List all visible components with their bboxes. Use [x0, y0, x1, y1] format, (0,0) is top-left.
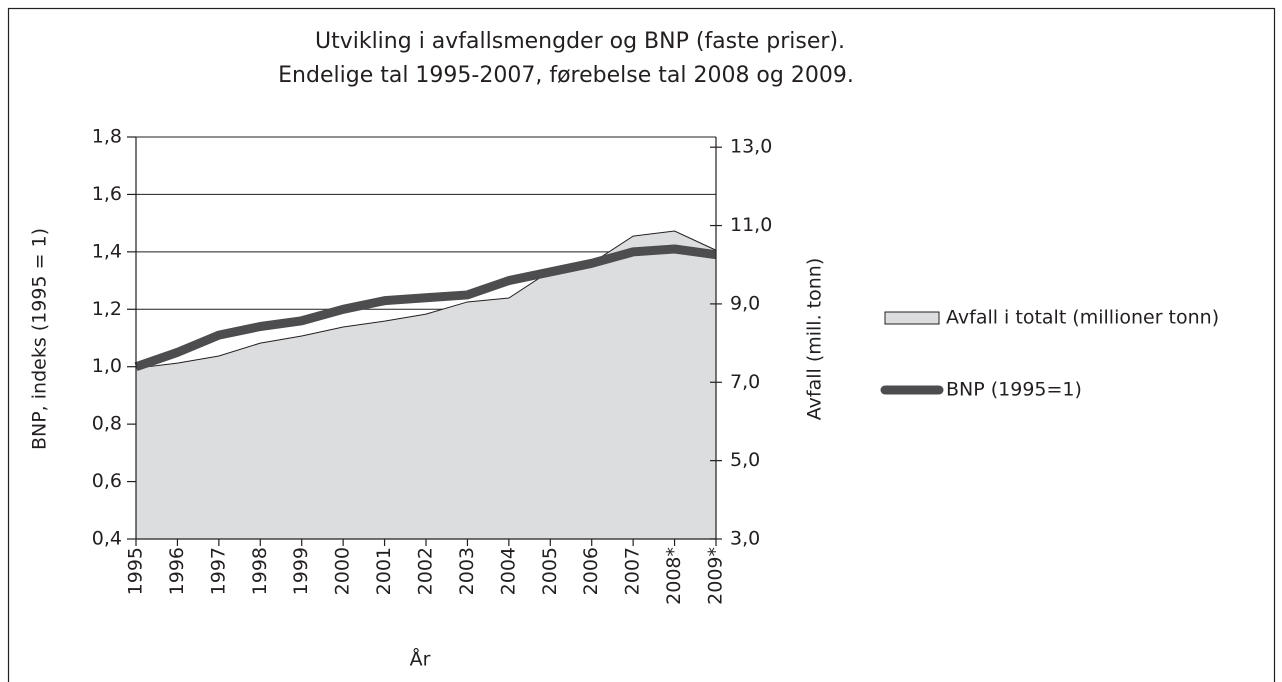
- x-tick-label: 1998: [249, 547, 271, 595]
- chart-title: Endelige tal 1995-2007, førebelse tal 20…: [278, 63, 854, 88]
- x-tick-label: 2001: [373, 547, 395, 595]
- area: [135, 230, 717, 540]
- x-tick-label: 1995: [125, 547, 147, 595]
- y-axis-label: BNP, indeks (1995 = 1): [29, 228, 51, 450]
- y-tick-label: 1,0: [92, 355, 122, 377]
- legend-label: BNP (1995=1): [946, 379, 1082, 401]
- legend-swatch: [884, 311, 940, 325]
- y2-tick-label: 3,0: [730, 528, 760, 550]
- line: [134, 244, 717, 371]
- y-tick-label: 0,4: [92, 528, 122, 550]
- x-tick-label: 2000: [332, 547, 354, 595]
- x-tick-label: 2007: [622, 547, 644, 595]
- x-tick-label: 1997: [207, 547, 229, 595]
- y-tick-label: 1,4: [92, 240, 122, 262]
- x-tick-label: 2008*: [663, 547, 685, 605]
- x-tick-label: 2009*: [705, 547, 727, 605]
- y-tick-label: 1,6: [92, 183, 122, 205]
- y2-tick-label: 9,0: [730, 292, 760, 314]
- y2-tick-label: 11,0: [730, 214, 772, 236]
- y2-tick-label: 7,0: [730, 371, 760, 393]
- chart-title: Utvikling i avfallsmengder og BNP (faste…: [315, 29, 845, 54]
- frame: [7, 7, 1276, 682]
- x-tick-label: 2002: [415, 547, 437, 595]
- y-tick-label: 0,8: [92, 413, 122, 435]
- y-tick-label: 0,6: [92, 470, 122, 492]
- y-tick-label: 1,2: [92, 298, 122, 320]
- x-tick-label: 1999: [290, 547, 312, 595]
- x-tick-label: 2005: [539, 547, 561, 595]
- x-tick-label: 2003: [456, 547, 478, 595]
- y2-axis-label: Avfall (mill. tonn): [804, 258, 826, 420]
- x-tick-label: 2006: [580, 547, 602, 595]
- y2-tick-label: 13,0: [730, 136, 772, 158]
- y-tick-label: 1,8: [92, 126, 122, 148]
- legend-label: Avfall i totalt (millioner tonn): [946, 307, 1219, 329]
- y2-tick-label: 5,0: [730, 449, 760, 471]
- x-tick-label: 2004: [497, 547, 519, 595]
- x-axis-label: År: [410, 648, 431, 671]
- x-tick-label: 1996: [166, 547, 188, 595]
